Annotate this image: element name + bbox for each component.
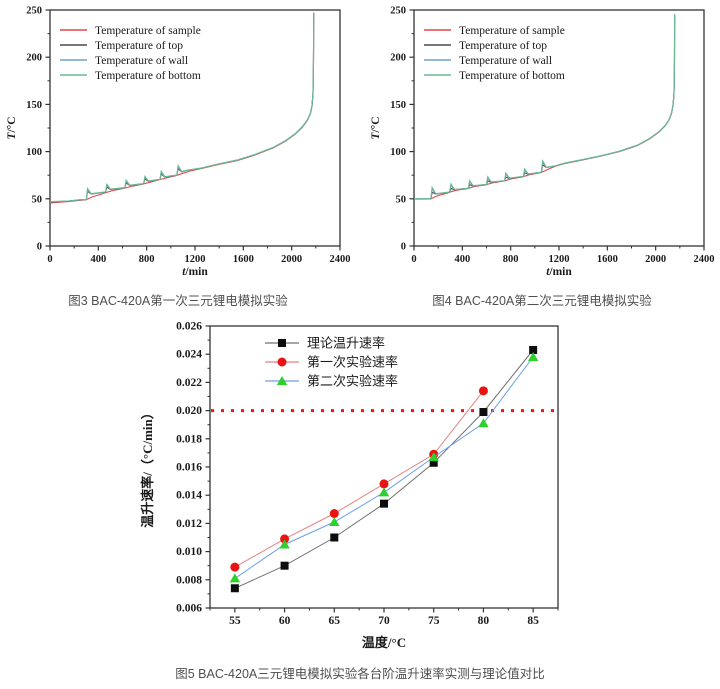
svg-text:T/°C: T/°C [370,116,382,139]
figure4-chart: 0 400 800 1200 1600 2000 2400 0 50 100 150 200 250 t/… [370,6,715,279]
svg-text:0.008: 0.008 [176,574,202,586]
svg-text:理论温升速率: 理论温升速率 [307,335,385,350]
svg-text:Temperature of top: Temperature of top [459,40,547,52]
figure4-block: 0 400 800 1200 1600 2000 2400 0 50 100 150 200 250 t/… [366,0,718,309]
svg-text:Temperature of sample: Temperature of sample [459,25,565,37]
svg-text:2000: 2000 [645,254,666,265]
svg-text:Temperature of bottom: Temperature of bottom [95,70,201,82]
svg-text:100: 100 [26,147,42,158]
svg-text:55: 55 [229,615,241,627]
svg-text:800: 800 [503,254,519,265]
svg-text:1600: 1600 [597,254,618,265]
svg-text:第一次实验速率: 第一次实验速率 [307,354,398,369]
figure5-chart: 55 60 65 70 75 80 85 0.006 0.008 0.010 0.012 0.014 0… [140,321,559,650]
svg-text:800: 800 [139,254,155,265]
svg-text:Temperature of wall: Temperature of wall [459,55,552,67]
svg-text:第二次实验速率: 第二次实验速率 [307,373,398,388]
svg-text:50: 50 [396,194,407,205]
svg-text:1200: 1200 [185,254,206,265]
svg-text:2400: 2400 [330,254,351,265]
svg-text:Temperature of wall: Temperature of wall [95,55,188,67]
svg-text:1200: 1200 [549,254,570,265]
svg-text:温度/°C: 温度/°C [362,635,406,650]
svg-text:85: 85 [527,615,539,627]
svg-text:1600: 1600 [233,254,254,265]
svg-text:0: 0 [47,254,52,265]
svg-text:0.018: 0.018 [176,433,202,445]
svg-text:t/min: t/min [546,266,572,278]
svg-text:150: 150 [26,100,42,111]
svg-text:250: 250 [390,6,406,17]
svg-text:150: 150 [390,100,406,111]
svg-text:Temperature of bottom: Temperature of bottom [459,70,565,82]
figure3-block: 0 400 800 1200 1600 2000 2400 0 50 100 150 200 250 t/… [2,0,354,309]
figure5-caption: 图5 BAC-420A三元锂电模拟实验各台阶温升速率实测与理论值对比 [175,667,545,681]
figure3-chart: 0 400 800 1200 1600 2000 2400 0 50 100 150 200 250 t/… [6,6,351,279]
svg-text:70: 70 [378,615,390,627]
svg-text:Temperature of sample: Temperature of sample [95,25,201,37]
svg-text:50: 50 [32,194,43,205]
svg-text:t/min: t/min [182,266,208,278]
svg-text:65: 65 [329,615,341,627]
svg-text:75: 75 [428,615,440,627]
svg-text:2000: 2000 [281,254,302,265]
svg-text:0.024: 0.024 [176,349,202,361]
svg-text:0.020: 0.020 [176,405,202,417]
svg-text:400: 400 [90,254,106,265]
svg-text:200: 200 [26,53,42,64]
svg-text:0.026: 0.026 [176,321,202,333]
svg-text:100: 100 [390,147,406,158]
svg-text:400: 400 [454,254,470,265]
svg-text:0.014: 0.014 [176,490,202,502]
svg-text:温升速率/（°C/min）: 温升速率/（°C/min） [140,406,155,527]
svg-text:80: 80 [478,615,490,627]
svg-text:T/°C: T/°C [6,116,18,139]
svg-text:0.016: 0.016 [176,462,202,474]
svg-text:2400: 2400 [694,254,715,265]
svg-text:0: 0 [411,254,416,265]
svg-text:0: 0 [401,242,406,253]
figure5-block: 55 60 65 70 75 80 85 0.006 0.008 0.010 0.012 0.014 0… [130,312,570,657]
svg-text:250: 250 [26,6,42,17]
svg-text:0.012: 0.012 [176,518,202,530]
svg-text:60: 60 [279,615,291,627]
svg-text:200: 200 [390,53,406,64]
svg-text:0.022: 0.022 [176,377,202,389]
svg-text:0.010: 0.010 [176,546,202,558]
svg-text:0: 0 [37,242,42,253]
svg-text:0.006: 0.006 [176,603,202,615]
figure4-caption: 图4 BAC-420A第二次三元锂电模拟实验 [432,294,652,308]
svg-text:Temperature of top: Temperature of top [95,40,183,52]
figure3-caption: 图3 BAC-420A第一次三元锂电模拟实验 [68,294,288,308]
